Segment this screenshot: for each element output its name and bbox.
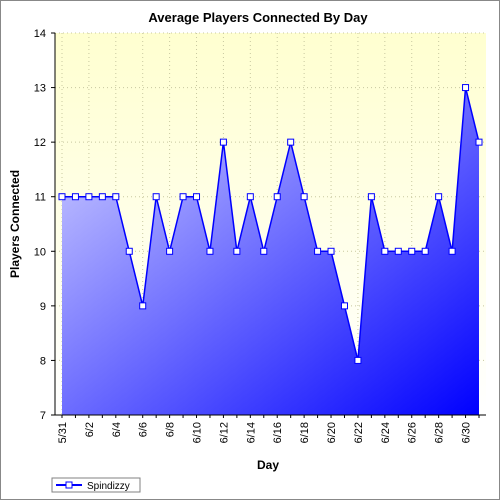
- y-tick-label: 11: [35, 192, 46, 204]
- data-point-6-1: [71, 193, 79, 201]
- y-tick-label: 12: [34, 137, 46, 149]
- data-point-6-26: [408, 247, 416, 255]
- data-point-6-24: [381, 247, 389, 255]
- x-tick-label: 6/16: [272, 422, 284, 443]
- data-point-5-31: [58, 193, 66, 201]
- legend: Spindizzy: [51, 477, 141, 493]
- y-axis-title: Players Connected: [8, 170, 22, 278]
- data-point-6-13: [233, 247, 241, 255]
- data-point-6-9: [179, 193, 187, 201]
- y-tick-label: 8: [40, 355, 46, 367]
- x-tick-label: 6/18: [299, 422, 311, 443]
- data-point-6-18: [300, 193, 308, 201]
- data-point-6-20: [327, 247, 335, 255]
- x-axis-title: Day: [257, 458, 279, 472]
- data-point-6-6: [139, 302, 147, 310]
- x-tick-label: 6/4: [111, 422, 123, 437]
- data-point-6-23: [367, 193, 375, 201]
- data-point-7-1: [475, 138, 483, 146]
- data-point-6-10: [193, 193, 201, 201]
- y-tick-label: 7: [40, 410, 46, 422]
- x-tick-label: 5/31: [57, 422, 69, 443]
- y-tick-label: 9: [40, 301, 46, 313]
- x-tick-label: 6/14: [245, 422, 257, 443]
- x-tick-label: 6/8: [165, 422, 177, 437]
- x-tick-label: 6/28: [434, 422, 446, 443]
- data-point-6-16: [273, 193, 281, 201]
- y-tick-label: 14: [34, 28, 46, 40]
- x-tick-labels: 5/31 6/2 6/4 6/6 6/8 6/10 6/12 6/14 6/16 6/18 6/20…: [57, 422, 473, 443]
- x-tick-label: 6/26: [407, 422, 419, 443]
- data-point-6-3: [98, 193, 106, 201]
- data-point-6-28: [435, 193, 443, 201]
- legend-label: Spindizzy: [87, 481, 130, 492]
- data-point-6-14: [246, 193, 254, 201]
- legend-swatch-marker: [65, 481, 73, 489]
- data-point-6-19: [314, 247, 322, 255]
- x-tick-label: 6/10: [192, 422, 204, 443]
- data-point-6-4: [112, 193, 120, 201]
- data-point-6-2: [85, 193, 93, 201]
- series-area-spindizzy: [62, 87, 479, 416]
- data-point-6-29: [448, 247, 456, 255]
- data-point-6-11: [206, 247, 214, 255]
- y-tick-label: 13: [34, 83, 46, 95]
- data-point-6-25: [394, 247, 402, 255]
- data-point-6-27: [421, 247, 429, 255]
- data-point-6-7: [152, 193, 160, 201]
- x-tick-label: 6/2: [84, 422, 96, 437]
- data-point-6-21: [340, 302, 348, 310]
- data-point-6-17: [287, 138, 295, 146]
- data-points: [58, 84, 483, 364]
- x-tick-label: 6/6: [138, 422, 150, 437]
- legend-box: [51, 477, 141, 493]
- chart-title: Average Players Connected By Day: [148, 10, 368, 25]
- data-point-6-30: [462, 84, 470, 92]
- y-tick-label: 10: [34, 246, 46, 258]
- x-tick-label: 6/20: [326, 422, 338, 443]
- data-point-6-15: [260, 247, 268, 255]
- y-tick-labels: 7 8 9 10 11 12 13 14: [34, 28, 46, 422]
- x-tick-label: 6/24: [380, 422, 392, 443]
- axes: [51, 32, 486, 418]
- x-tick-label: 6/22: [353, 422, 365, 443]
- data-point-6-5: [125, 247, 133, 255]
- data-point-6-12: [219, 138, 227, 146]
- x-tick-label: 6/12: [218, 422, 230, 443]
- data-point-6-8: [166, 247, 174, 255]
- x-tick-label: 6/30: [461, 422, 473, 443]
- data-point-6-22: [354, 356, 362, 364]
